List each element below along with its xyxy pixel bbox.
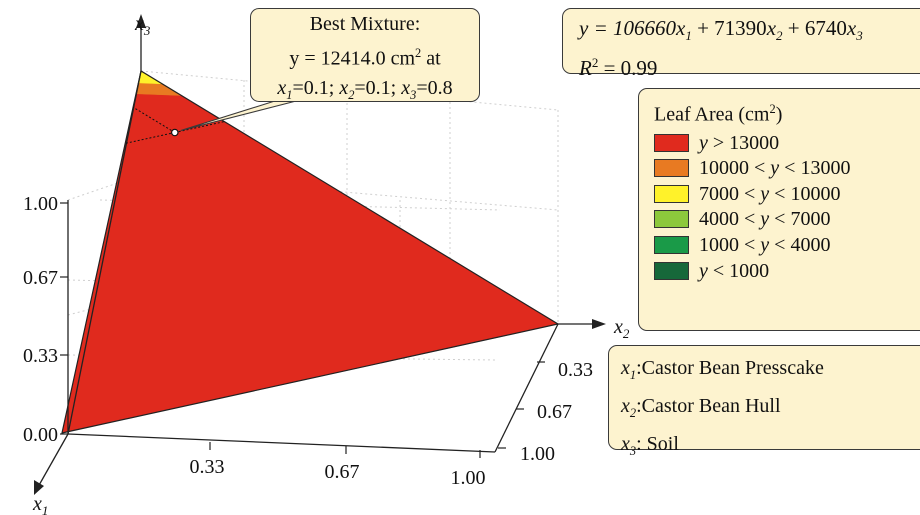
best-mixture-point: [172, 129, 178, 135]
legend-swatch: [654, 236, 689, 254]
x1-floor-line: [68, 434, 495, 452]
x3-tick-label: 0.33: [23, 345, 58, 367]
x1-tick-label: 0.33: [190, 456, 225, 478]
x1-axis-label: x1: [32, 493, 48, 515]
x3-axis-label: x3: [134, 13, 151, 38]
contour-band: [62, 94, 558, 433]
legend-entry: 7000 < y < 10000: [654, 182, 920, 206]
legend-entry: 10000 < y < 13000: [654, 156, 920, 180]
variable-x1: x1:Castor Bean Presscake: [621, 353, 920, 391]
x2-floor-line: [495, 324, 558, 452]
r-squared: R2 = 0.99: [579, 49, 920, 82]
legend-entry: y > 13000: [654, 131, 920, 155]
x2-arrowhead: [592, 319, 606, 329]
x2-tick-label: 1.00: [520, 443, 555, 465]
x3-tick-label: 0.67: [23, 267, 58, 289]
x3-tick-label: 0.00: [23, 424, 58, 446]
legend-entry: 4000 < y < 7000: [654, 207, 920, 231]
legend-label: 4000 < y < 7000: [699, 208, 830, 230]
x1-tick-label: 1.00: [451, 467, 486, 489]
legend-label: 10000 < y < 13000: [699, 157, 850, 179]
legend-title: Leaf Area (cm2): [654, 97, 920, 128]
legend-entry: 1000 < y < 4000: [654, 233, 920, 257]
variable-x2: x2:Castor Bean Hull: [621, 391, 920, 429]
legend-swatch: [654, 210, 689, 228]
legend-swatch: [654, 262, 689, 280]
equation-box: y = 106660x1 + 71390x2 + 6740x3 R2 = 0.9…: [562, 8, 920, 74]
regression-equation: y = 106660x1 + 71390x2 + 6740x3: [579, 15, 920, 49]
best-mixture-value: y = 12414.0 cm2 at: [251, 39, 479, 74]
legend-label: y > 13000: [699, 132, 779, 154]
best-mixture-callout: Best Mixture: y = 12414.0 cm2 at x1=0.1;…: [250, 8, 480, 102]
contour-bands: [62, 71, 558, 433]
x2-tick-label: 0.33: [558, 359, 593, 381]
x1-tick-label: 0.67: [325, 461, 360, 483]
legend-swatch: [654, 185, 689, 203]
best-mixture-title: Best Mixture:: [251, 10, 479, 39]
variable-key: x1:Castor Bean Presscake x2:Castor Bean …: [608, 345, 920, 450]
best-mixture-point: x1=0.1; x2=0.1; x3=0.8: [251, 74, 479, 110]
variable-x3: x3: Soil: [621, 429, 920, 467]
legend-label: 1000 < y < 4000: [699, 234, 830, 256]
legend: Leaf Area (cm2) y > 13000 10000 < y < 130…: [638, 88, 920, 331]
x2-tick-label: 0.67: [537, 401, 572, 423]
legend-label: 7000 < y < 10000: [699, 183, 840, 205]
x2-axis-label: x2: [613, 316, 630, 341]
legend-label: y < 1000: [699, 260, 769, 282]
contour-band: [136, 83, 181, 96]
legend-swatch: [654, 159, 689, 177]
legend-entry: y < 1000: [654, 259, 920, 283]
legend-swatch: [654, 134, 689, 152]
x3-tick-label: 1.00: [23, 193, 58, 215]
